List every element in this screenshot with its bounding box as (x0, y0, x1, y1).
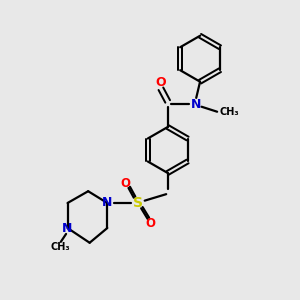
Text: N: N (62, 221, 73, 235)
Text: CH₃: CH₃ (219, 107, 239, 117)
Text: CH₃: CH₃ (50, 242, 70, 252)
Text: O: O (145, 217, 155, 230)
Text: O: O (120, 177, 130, 190)
Text: O: O (155, 76, 166, 89)
Text: S: S (133, 196, 143, 210)
Text: N: N (102, 196, 112, 209)
Text: N: N (190, 98, 201, 111)
